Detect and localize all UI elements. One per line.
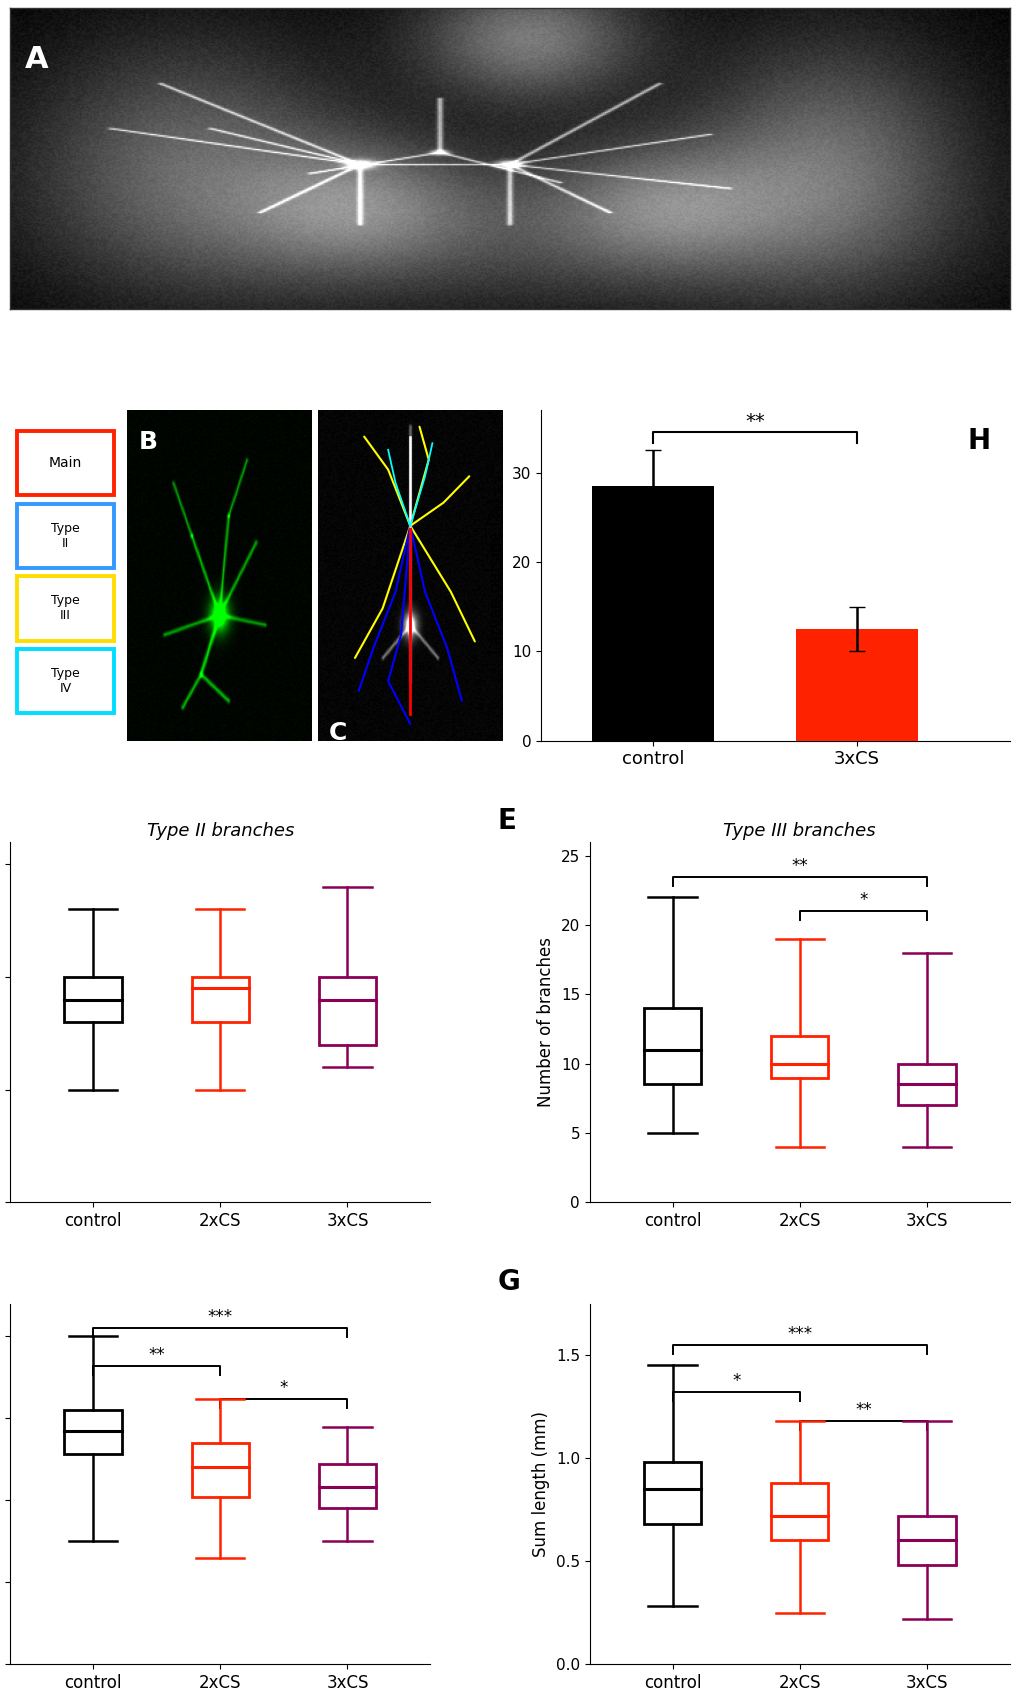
Text: Type
IV: Type IV [51, 667, 79, 694]
Title: Type III branches: Type III branches [722, 822, 875, 841]
Y-axis label: Larvae outside (%): Larvae outside (%) [488, 498, 505, 654]
Bar [898, 1516, 955, 1566]
Text: **: ** [745, 411, 764, 431]
Bar [770, 1482, 827, 1540]
Text: C: C [329, 720, 347, 745]
Bar [319, 1464, 376, 1508]
FancyBboxPatch shape [17, 504, 114, 567]
Bar [64, 1409, 121, 1455]
Y-axis label: Number of branches: Number of branches [537, 937, 554, 1107]
Text: G: G [497, 1268, 520, 1297]
Text: Main: Main [49, 457, 83, 470]
Bar [643, 1462, 700, 1525]
Bar [770, 1036, 827, 1078]
Bar [898, 1063, 955, 1105]
Text: **: ** [791, 857, 807, 874]
Bar [795, 628, 917, 740]
FancyBboxPatch shape [17, 649, 114, 713]
Bar [192, 1443, 249, 1498]
Text: A: A [25, 44, 49, 73]
Text: E: E [497, 807, 516, 835]
Text: ***: *** [208, 1309, 232, 1326]
Text: *: * [858, 891, 867, 910]
Bar [192, 976, 249, 1022]
Text: Type
III: Type III [51, 594, 79, 623]
Text: Type
II: Type II [51, 521, 79, 550]
FancyBboxPatch shape [17, 431, 114, 496]
Text: H: H [967, 426, 990, 455]
Bar [643, 1009, 700, 1085]
Bar [319, 976, 376, 1044]
Text: *: * [279, 1379, 287, 1397]
Text: *: * [732, 1372, 740, 1391]
Bar [591, 486, 713, 740]
FancyBboxPatch shape [17, 576, 114, 640]
Y-axis label: Sum length (mm): Sum length (mm) [532, 1411, 550, 1557]
Text: **: ** [148, 1347, 165, 1363]
Text: ***: *** [787, 1324, 811, 1343]
Text: B: B [139, 430, 157, 453]
Text: **: ** [854, 1401, 871, 1420]
Title: Type II branches: Type II branches [147, 822, 293, 841]
Bar [64, 976, 121, 1022]
